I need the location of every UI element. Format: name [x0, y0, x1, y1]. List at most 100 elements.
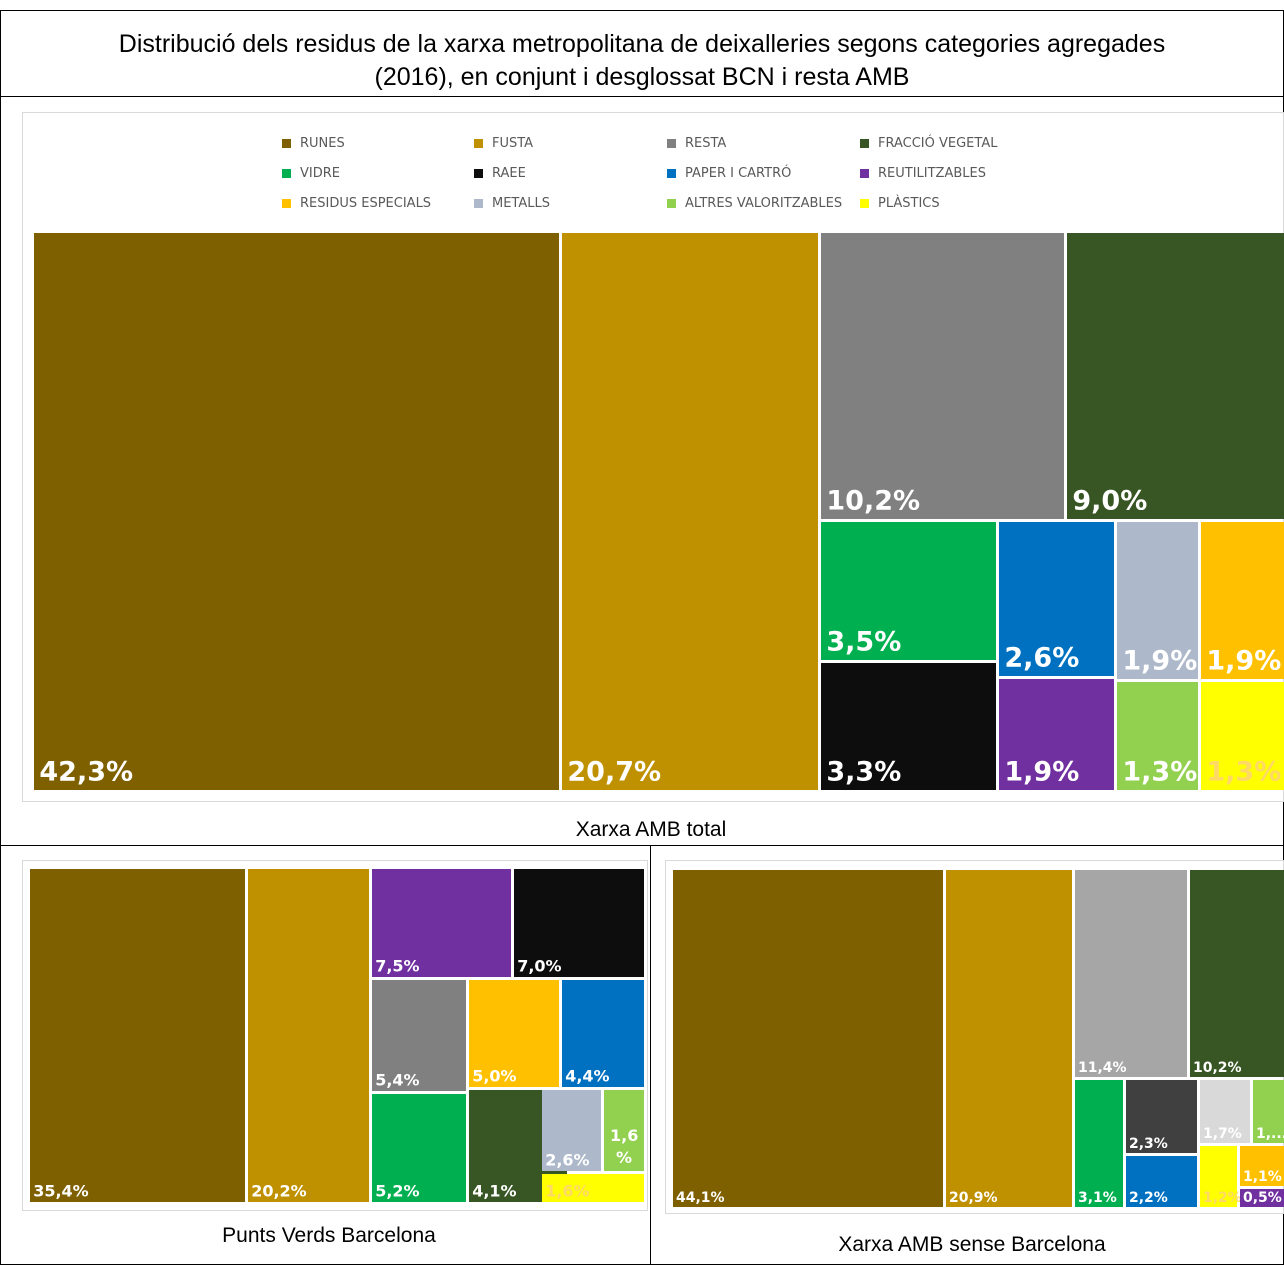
tile-label-paper-i-cartró: 4,4%	[565, 1066, 609, 1085]
legend-label: RAEE	[492, 166, 526, 181]
tile-residus-especials	[1201, 522, 1284, 679]
tile-metalls	[1117, 522, 1198, 679]
legend-item-fracció-vegetal: FRACCIÓ VEGETAL	[860, 136, 997, 151]
tile-runes	[34, 233, 559, 790]
tile-vidre	[1075, 1080, 1123, 1207]
tile-label-resta: 11,4%	[1078, 1060, 1127, 1076]
tile-label-plàstics: 1,2%	[1203, 1190, 1242, 1206]
tile-plàstics	[1200, 1146, 1237, 1207]
tile-label-runes: 35,4%	[33, 1181, 89, 1200]
tile-label-paper-i-cartró: 2,6%	[1004, 643, 1079, 674]
tile-altres-valoritzables	[604, 1090, 644, 1171]
legend-swatch	[282, 169, 291, 178]
legend-swatch	[667, 199, 676, 208]
legend-label: PLÀSTICS	[878, 196, 940, 211]
legend-swatch	[860, 139, 869, 148]
tile-label-raee: 2,3%	[1129, 1136, 1168, 1152]
tile-label-altres-valoritzables: 1,3%	[1122, 757, 1197, 788]
tile-label-metalls: 1,9%	[1122, 646, 1197, 677]
tile-vidre	[372, 1094, 466, 1202]
tile-fusta	[562, 233, 818, 790]
tile-label-fracció-vegetal: 9,0%	[1072, 486, 1147, 517]
tile-runes	[673, 870, 943, 1207]
tile-label-vidre: 3,1%	[1078, 1190, 1117, 1206]
tile-label-residus-especials: 1,1%	[1243, 1169, 1282, 1185]
legend-label: PAPER I CARTRÓ	[685, 166, 792, 181]
tile-resta	[1075, 870, 1187, 1077]
legend-swatch	[474, 199, 483, 208]
tile-plàstics	[1201, 682, 1284, 790]
tile-plàstics	[542, 1174, 644, 1202]
legend-label: METALLS	[492, 196, 550, 211]
legend-swatch	[474, 139, 483, 148]
tile-vidre	[821, 522, 996, 660]
tile-label-runes: 44,1%	[676, 1190, 725, 1206]
legend-item-runes: RUNES	[282, 136, 345, 151]
legend-item-metalls: METALLS	[474, 196, 550, 211]
tile-label-reutilitzables: 1,9%	[1004, 757, 1079, 788]
tile-label-paper-i-cartró: 2,2%	[1129, 1190, 1168, 1206]
legend-swatch	[282, 139, 291, 148]
legend-item-raee: RAEE	[474, 166, 526, 181]
legend-item-paper-i-cartró: PAPER I CARTRÓ	[667, 166, 791, 181]
tile-label-raee: 3,3%	[826, 757, 901, 788]
treemap-xarxa-amb-total: 42,3% 20,7% 10,2% 9,0% 3,5% 3,3% 2,6% 1,9% 1,9% 1…	[34, 233, 1284, 790]
tile-label-reutilitzables: 0,5%	[1243, 1190, 1282, 1206]
tile-paper-i-cartró	[999, 522, 1114, 676]
tile-metalls	[1200, 1080, 1250, 1143]
tile-label-resta: 5,4%	[375, 1070, 419, 1089]
tile-resta	[372, 980, 466, 1091]
tile-raee	[1126, 1080, 1197, 1153]
legend-item-resta: RESTA	[667, 136, 726, 151]
tile-reutilitzables	[999, 679, 1114, 790]
treemap-punts-verds-barcelona: 35,4% 20,2% 7,5% 7,0% 5,4% 5,0% 4,4% 5,2% 4,1% 2,…	[30, 869, 644, 1202]
tile-fusta	[248, 869, 369, 1202]
legend-swatch	[667, 169, 676, 178]
tile-residus-especials	[1240, 1146, 1284, 1186]
tile-label-fusta: 20,7%	[567, 757, 661, 788]
tile-label-altres-valoritzables: 1,...	[1256, 1126, 1284, 1142]
tile-metalls	[542, 1090, 601, 1171]
tile-paper-i-cartró	[1126, 1156, 1197, 1207]
title-line-2: (2016), en conjunt i desglossat BCN i re…	[374, 63, 910, 91]
legend-item-altres-valoritzables: ALTRES VALORITZABLES	[667, 196, 842, 211]
tile-label-reutilitzables: 7,5%	[375, 956, 419, 975]
legend-label: RESTA	[685, 136, 727, 151]
legend-label: FRACCIÓ VEGETAL	[878, 136, 998, 151]
tile-label-residus-especials: 5,0%	[472, 1066, 516, 1085]
tile-fracció-vegetal	[1067, 233, 1284, 519]
tile-label-fusta: 20,9%	[949, 1190, 998, 1206]
legend-label: RESIDUS ESPECIALS	[300, 196, 432, 211]
legend-label: VIDRE	[300, 166, 340, 181]
legend-label: FUSTA	[492, 136, 534, 151]
tile-reutilitzables	[372, 869, 511, 977]
tile-paper-i-cartró	[562, 980, 644, 1087]
page-title: Distribució dels residus de la xarxa met…	[0, 28, 1284, 94]
tile-label-fusta: 20,2%	[251, 1181, 307, 1200]
legend-swatch	[474, 169, 483, 178]
legend-swatch	[667, 139, 676, 148]
tile-residus-especials	[469, 980, 559, 1087]
tile-label-vidre: 5,2%	[375, 1181, 419, 1200]
tile-label-plàstics: 1,3%	[1206, 757, 1281, 788]
tile-label-raee: 7,0%	[517, 956, 561, 975]
treemap-xarxa-amb-sense-barcelona: 44,1% 20,9% 11,4% 10,2% 3,1% 2,3% 2,2% 1,7% 1,..…	[673, 870, 1284, 1207]
legend-label: RUNES	[300, 136, 345, 151]
tile-label-metalls: 2,6%	[545, 1150, 589, 1169]
tile-label-metalls: 1,7%	[1203, 1126, 1242, 1142]
legend-swatch	[860, 199, 869, 208]
tile-label-fracció-vegetal: 4,1%	[472, 1181, 516, 1200]
legend-item-reutilitzables: REUTILITZABLES	[860, 166, 986, 181]
tile-resta	[821, 233, 1064, 519]
legend-item-fusta: FUSTA	[474, 136, 533, 151]
tile-altres-valoritzables	[1117, 682, 1198, 790]
caption-punts-verds-barcelona: Punts Verds Barcelona	[222, 1224, 436, 1247]
legend-swatch	[282, 199, 291, 208]
tile-fusta	[946, 870, 1072, 1207]
caption-xarxa-amb-total: Xarxa AMB total	[575, 818, 727, 841]
tile-label-plàstics: 1,6%	[545, 1181, 589, 1200]
legend-item-residus-especials: RESIDUS ESPECIALS	[282, 196, 431, 211]
tile-label-altres-valoritzables: 1,6%	[610, 1126, 638, 1167]
legend-item-plàstics: PLÀSTICS	[860, 196, 940, 211]
tile-fracció-vegetal	[1190, 870, 1284, 1077]
